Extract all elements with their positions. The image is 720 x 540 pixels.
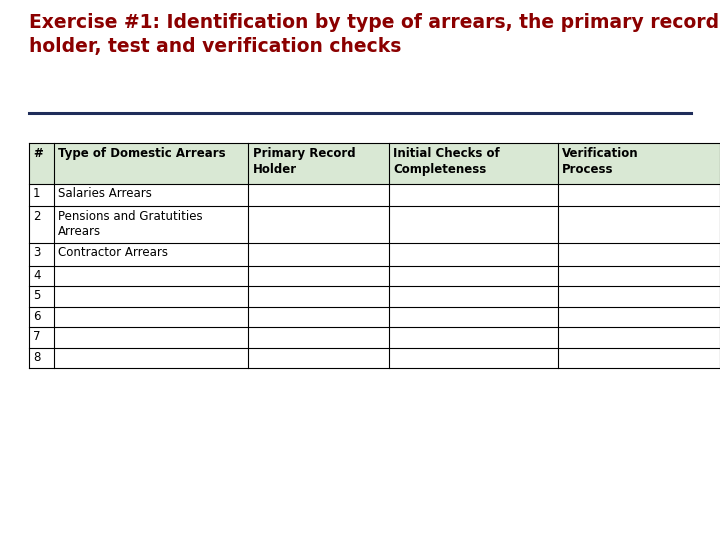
Bar — [29, 143, 720, 184]
Text: 4: 4 — [33, 269, 40, 282]
Text: 6: 6 — [33, 310, 40, 323]
Text: 7: 7 — [33, 330, 40, 343]
Text: Salaries Arrears: Salaries Arrears — [58, 187, 152, 200]
Text: Pensions and Gratutities
Arrears: Pensions and Gratutities Arrears — [58, 210, 203, 238]
Bar — [29, 327, 720, 348]
Bar — [29, 307, 720, 327]
Bar — [29, 286, 720, 307]
Bar — [29, 348, 720, 368]
Text: Primary Record
Holder: Primary Record Holder — [253, 147, 356, 176]
Text: 5: 5 — [33, 289, 40, 302]
Text: 2: 2 — [33, 210, 40, 222]
Text: Contractor Arrears: Contractor Arrears — [58, 246, 168, 259]
Text: Exercise #1: Identification by type of arrears, the primary record
holder, test : Exercise #1: Identification by type of a… — [29, 14, 719, 56]
Text: Type of Domestic Arrears: Type of Domestic Arrears — [58, 147, 226, 160]
Bar — [29, 206, 720, 243]
Bar — [29, 184, 720, 206]
Text: 3: 3 — [33, 246, 40, 259]
Text: 1: 1 — [33, 187, 40, 200]
Text: Verification
Process: Verification Process — [562, 147, 639, 176]
Text: #: # — [33, 147, 43, 160]
Bar — [29, 243, 720, 266]
Bar — [29, 266, 720, 286]
Text: Initial Checks of
Completeness: Initial Checks of Completeness — [393, 147, 500, 176]
Text: 8: 8 — [33, 351, 40, 364]
